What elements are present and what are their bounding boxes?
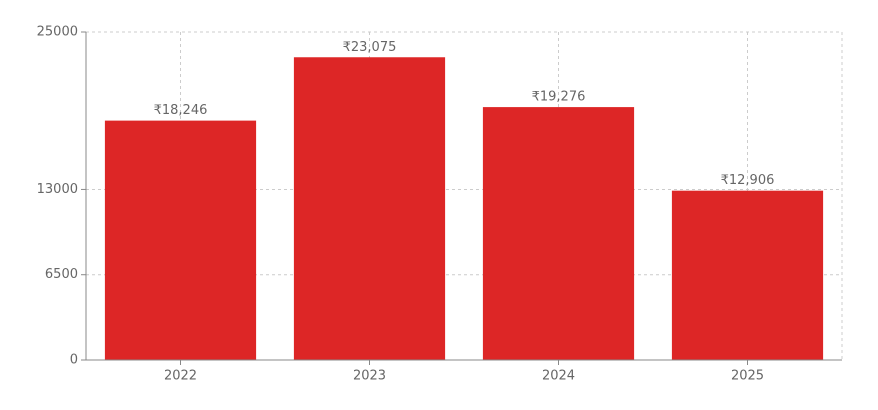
x-tick-label: 2022 xyxy=(164,369,197,384)
value-label: ₹18,246 xyxy=(154,103,208,118)
value-label: ₹19,276 xyxy=(532,90,586,105)
x-tick-label: 2023 xyxy=(353,369,386,384)
y-tick-label: 6500 xyxy=(45,267,78,282)
y-tick-label: 25000 xyxy=(37,25,78,40)
value-label: ₹12,906 xyxy=(721,173,775,188)
bar xyxy=(671,190,824,360)
bar xyxy=(104,120,257,360)
x-tick-label: 2024 xyxy=(542,369,575,384)
x-tick-label: 2025 xyxy=(731,369,764,384)
y-tick-label: 0 xyxy=(70,353,78,368)
bar xyxy=(293,57,446,360)
y-tick-label: 13000 xyxy=(37,182,78,197)
bar xyxy=(482,107,635,360)
value-label: ₹23,075 xyxy=(343,40,397,55)
